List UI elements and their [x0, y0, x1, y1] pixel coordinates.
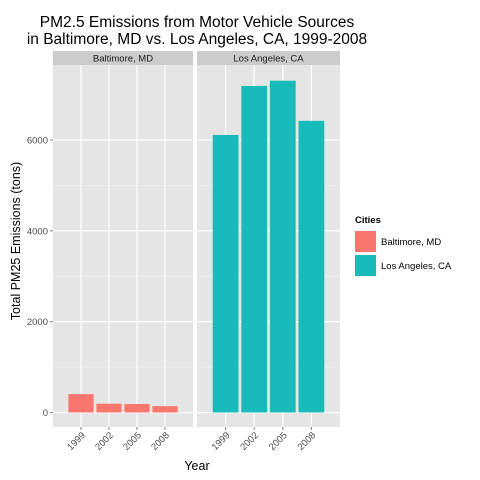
legend: Cities Baltimore, MD Los Angeles, CA: [353, 215, 452, 278]
facet-panel: Baltimore, MD 1999 2002 2005 2008: [53, 51, 193, 453]
x-tick-label: 2005: [267, 430, 290, 453]
y-tick-label: 2000: [27, 317, 48, 328]
chart-title-line-1: PM2.5 Emissions from Motor Vehicle Sourc…: [40, 14, 355, 31]
legend-label: Baltimore, MD: [381, 237, 441, 248]
facet-strip: [53, 51, 193, 65]
x-tick-label: 2008: [296, 430, 319, 453]
x-tick-label: 1999: [210, 430, 233, 453]
chart-title-line-2: in Baltimore, MD vs. Los Angeles, CA, 19…: [27, 31, 367, 48]
legend-title: Cities: [355, 215, 381, 226]
facet-strip: [197, 51, 340, 65]
y-tick-label: 4000: [27, 226, 48, 237]
x-tick-label: 2002: [93, 430, 116, 453]
x-axis-title: Year: [184, 459, 209, 473]
bar-baltimore-md-2008: [152, 406, 178, 413]
bar-los-angeles-ca-2008: [298, 120, 325, 413]
x-tick-label: 2008: [149, 430, 172, 453]
legend-swatch: [355, 231, 376, 252]
y-axis-title: Total PM25 Emissions (tons): [9, 162, 23, 320]
y-tick-label: 0: [43, 408, 48, 419]
bar-los-angeles-ca-2005: [269, 80, 296, 413]
facet-panel: Los Angeles, CA 1999 2002 2005 2008: [197, 51, 340, 453]
y-axis: 0 2000 4000 6000: [27, 135, 53, 419]
facet-strip-label: Los Angeles, CA: [233, 54, 304, 65]
y-tick-label: 6000: [27, 135, 48, 146]
facet-strip-label: Baltimore, MD: [93, 54, 153, 65]
legend-label: Los Angeles, CA: [381, 261, 452, 272]
bar-los-angeles-ca-1999: [212, 134, 239, 413]
x-tick-label: 2002: [238, 430, 261, 453]
x-tick-label: 2005: [121, 430, 144, 453]
bar-baltimore-md-2005: [124, 404, 150, 413]
bar-baltimore-md-2002: [96, 403, 122, 413]
legend-swatch: [355, 255, 376, 276]
x-tick-label: 1999: [65, 430, 88, 453]
panel-background: [53, 65, 193, 427]
bar-los-angeles-ca-2002: [241, 85, 268, 413]
bar-baltimore-md-1999: [68, 394, 94, 413]
